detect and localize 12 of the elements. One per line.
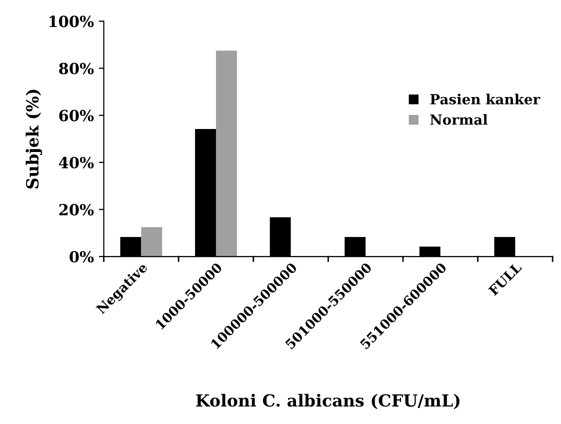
bar bbox=[216, 50, 237, 257]
y-tick-label: 100% bbox=[50, 16, 94, 28]
legend-label: Normal bbox=[430, 114, 488, 125]
y-tick-label: 40% bbox=[58, 156, 94, 168]
y-tick-label: 80% bbox=[59, 62, 94, 74]
y-tick-label: 20% bbox=[59, 204, 94, 216]
legend-label: Pasien kanker bbox=[430, 94, 540, 104]
y-tick-label: 0% bbox=[70, 250, 94, 263]
bar bbox=[141, 227, 162, 257]
x-axis-title: Koloni C. albicans (CFU/mL) bbox=[196, 394, 460, 410]
y-axis-title: Subjek (%) bbox=[26, 90, 42, 188]
y-tick-label: 60% bbox=[59, 110, 94, 122]
